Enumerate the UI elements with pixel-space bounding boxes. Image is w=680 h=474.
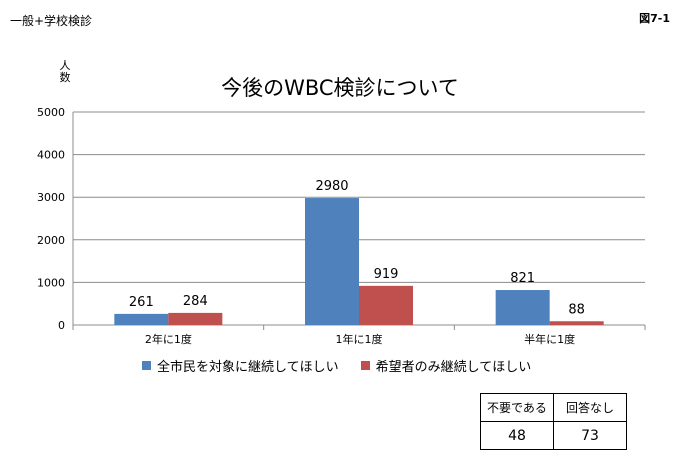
bar-value-label: 261 <box>129 295 154 310</box>
chart-title: 今後のWBC検診について <box>221 76 459 100</box>
page-label: 一般+学校検診 <box>10 14 93 28</box>
legend-label-series-2: 希望者のみ継続してほしい <box>375 360 532 375</box>
y-tick-label: 0 <box>58 319 65 332</box>
other-responses-table: 不要である 回答なし 48 73 <box>480 393 627 450</box>
legend: 全市民を対象に継続してほしい 希望者のみ継続してほしい <box>142 356 531 375</box>
bar-value-label: 919 <box>374 267 399 282</box>
x-tick-label: 1年に1度 <box>336 332 383 346</box>
legend-swatch-series-2 <box>360 361 370 370</box>
legend-item-series-1: 全市民を対象に継続してほしい <box>142 356 339 375</box>
bar <box>495 290 550 325</box>
y-tick-label: 1000 <box>37 276 65 289</box>
y-tick-label: 4000 <box>37 149 65 162</box>
table-value-no-answer: 73 <box>553 421 627 450</box>
bar <box>549 321 604 325</box>
y-axis-label: 人数 <box>59 59 71 84</box>
bar <box>305 198 359 325</box>
x-tick-label: 半年に1度 <box>524 332 575 346</box>
y-tick-label: 3000 <box>37 191 65 204</box>
bar <box>359 285 413 325</box>
table-value-unnecessary: 48 <box>480 421 554 450</box>
y-tick-label: 5000 <box>37 106 65 119</box>
bar-value-label: 284 <box>183 294 208 309</box>
legend-label-series-1: 全市民を対象に継続してほしい <box>157 360 339 375</box>
bar-value-label: 821 <box>510 271 535 286</box>
bar <box>168 312 223 325</box>
figure-label: 図7-1 <box>639 12 670 25</box>
bar <box>114 313 169 325</box>
bar-value-label: 88 <box>568 302 585 317</box>
legend-item-series-2: 希望者のみ継続してほしい <box>360 356 532 375</box>
table-header-no-answer: 回答なし <box>553 393 627 422</box>
table-header-unnecessary: 不要である <box>480 393 554 422</box>
bar-value-label: 2980 <box>315 179 348 194</box>
y-tick-label: 2000 <box>37 234 65 247</box>
x-tick-label: 2年に1度 <box>145 332 192 346</box>
legend-swatch-series-1 <box>142 361 151 370</box>
